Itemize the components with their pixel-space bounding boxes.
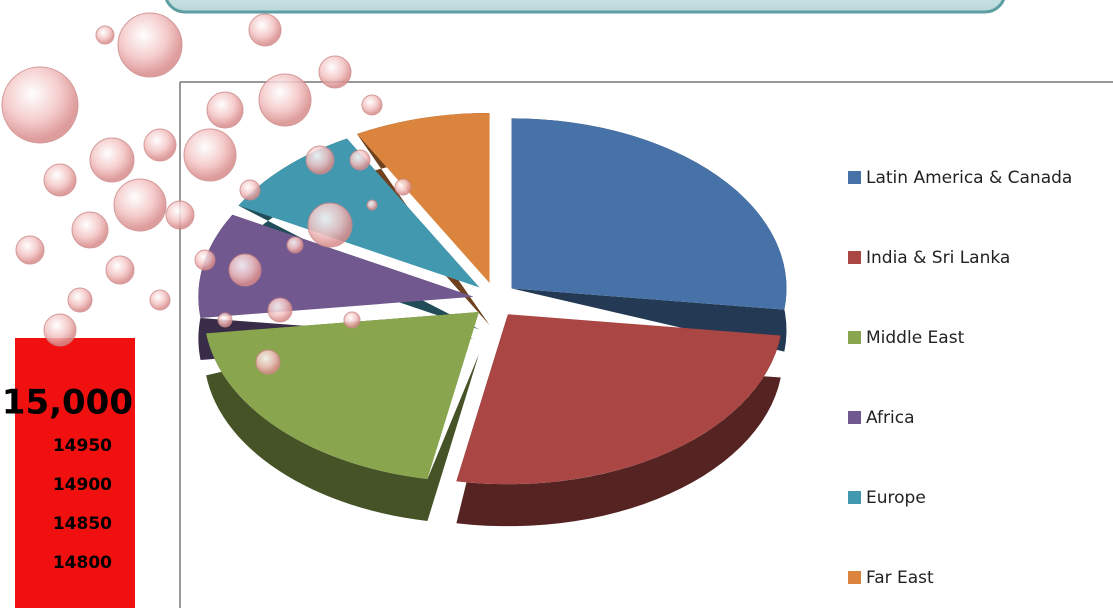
bubble [195, 250, 215, 270]
header-bar [165, 0, 1005, 12]
counter-label: 14900 [53, 475, 112, 495]
bubble [308, 203, 352, 247]
bubble [306, 146, 334, 174]
bubble [72, 212, 108, 248]
counter-label: 14850 [53, 514, 112, 534]
legend-label: Europe [866, 488, 926, 508]
bubble [166, 201, 194, 229]
legend-swatch [848, 331, 861, 344]
counter-label: 14800 [53, 553, 112, 573]
legend-label: India & Sri Lanka [866, 248, 1010, 268]
bubble [249, 14, 281, 46]
legend-swatch [848, 491, 861, 504]
counter-label: 15,000 [2, 383, 133, 423]
bubble [319, 56, 351, 88]
bubble [268, 298, 292, 322]
legend-swatch [848, 571, 861, 584]
bubble [350, 150, 370, 170]
bubble [114, 179, 166, 231]
bubble [90, 138, 134, 182]
bubble [259, 74, 311, 126]
bubble [44, 314, 76, 346]
bubble [96, 26, 114, 44]
bubble [16, 236, 44, 264]
bubble [2, 67, 78, 143]
bubble [256, 350, 280, 374]
bubble [362, 95, 382, 115]
bubble [106, 256, 134, 284]
legend-swatch [848, 171, 861, 184]
slice [456, 314, 780, 484]
bubble [367, 200, 377, 210]
legend-swatch [848, 251, 861, 264]
slide: 15,000 14950 14900 14850 14800 Latin America… [0, 0, 1113, 608]
bubble [68, 288, 92, 312]
bubble [118, 13, 182, 77]
bubble [150, 290, 170, 310]
legend-swatch [848, 411, 861, 424]
slice [512, 118, 787, 309]
bubble [218, 313, 232, 327]
bubble [207, 92, 243, 128]
page: {"chart_data": {"type": "pie", "categori… [0, 0, 1113, 608]
legend-label: Latin America & Canada [866, 168, 1072, 188]
counter-label: 14950 [53, 436, 112, 456]
legend-label: Middle East [866, 328, 965, 348]
bubble [44, 164, 76, 196]
bubble [229, 254, 261, 286]
legend-label: Far East [866, 568, 934, 588]
bubble [184, 129, 236, 181]
bubble [240, 180, 260, 200]
legend-label: Africa [866, 408, 915, 428]
bubble [144, 129, 176, 161]
bubble [344, 312, 360, 328]
bubble [395, 179, 411, 195]
legend: Latin America & Canada India & Sri Lanka M… [848, 168, 1072, 588]
bubble [287, 237, 303, 253]
